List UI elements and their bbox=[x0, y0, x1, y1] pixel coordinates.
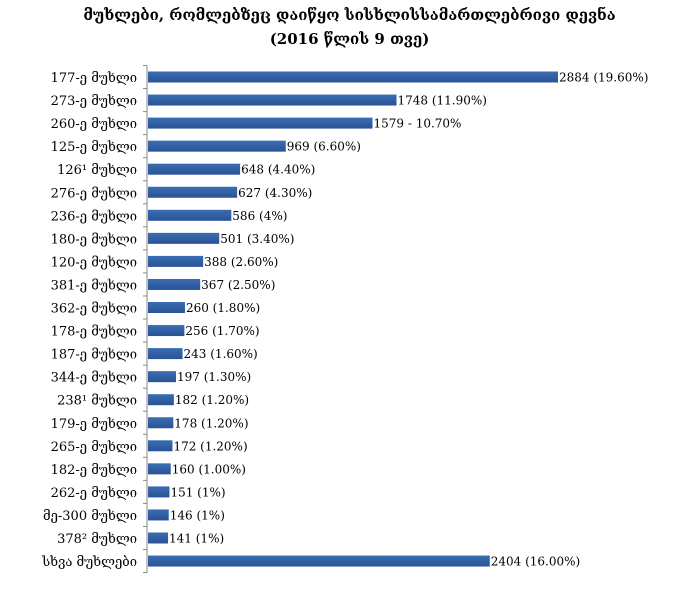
bar bbox=[148, 463, 171, 475]
category-label: 344-ე მუხლი bbox=[51, 371, 137, 386]
bar bbox=[148, 325, 185, 337]
category-label: 273-ე მუხლი bbox=[51, 94, 137, 109]
data-labels: 2884 (19.60%) 1748 (11.90%) 1579 - 10.70% 9… bbox=[169, 71, 648, 569]
category-label: 187-ე მუხლი bbox=[51, 348, 137, 363]
category-label: 179-ე მუხლი bbox=[51, 417, 137, 432]
category-label: 120-ე მუხლი bbox=[51, 255, 137, 270]
data-label: 178 (1.20%) bbox=[174, 416, 248, 430]
category-label: 125-ე მუხლი bbox=[51, 140, 137, 155]
category-label: 238¹ მუხლი bbox=[57, 394, 137, 409]
data-label: 146 (1%) bbox=[170, 508, 225, 522]
bar bbox=[148, 186, 238, 198]
data-label: 627 (4.30%) bbox=[238, 186, 312, 200]
bar bbox=[148, 232, 220, 244]
data-label: 969 (6.60%) bbox=[287, 140, 361, 154]
category-label: 378² მუხლი bbox=[57, 532, 137, 547]
bar bbox=[148, 509, 169, 521]
data-label: 260 (1.80%) bbox=[186, 301, 260, 315]
bar bbox=[148, 209, 232, 221]
bar bbox=[148, 532, 169, 544]
bar bbox=[148, 440, 173, 452]
data-label: 2884 (19.60%) bbox=[559, 71, 648, 85]
category-label: 178-ე მუხლი bbox=[51, 325, 137, 340]
bar bbox=[148, 555, 490, 567]
data-label: 648 (4.40%) bbox=[241, 163, 315, 177]
category-label: 177-ე მუხლი bbox=[51, 71, 137, 86]
category-label: 362-ე მუხლი bbox=[51, 302, 137, 317]
data-label: 2404 (16.00%) bbox=[491, 555, 580, 569]
bar bbox=[148, 348, 183, 360]
data-label: 1748 (11.90%) bbox=[398, 94, 487, 108]
bar bbox=[148, 394, 174, 406]
chart-title: მუხლები, რომლებზეც დაიწყო სისხლისსამართლ… bbox=[83, 6, 616, 24]
bar bbox=[148, 140, 286, 152]
y-axis-ticks bbox=[143, 64, 147, 574]
bar bbox=[148, 371, 177, 383]
category-label: სხვა მუხლები bbox=[41, 555, 137, 570]
bar bbox=[148, 278, 201, 290]
data-label: 172 (1.20%) bbox=[173, 439, 247, 453]
category-label: 126¹ მუხლი bbox=[57, 163, 137, 178]
category-label: 265-ე მუხლი bbox=[51, 440, 137, 455]
bar bbox=[148, 486, 170, 498]
bar bbox=[148, 71, 558, 83]
data-label: 1579 - 10.70% bbox=[373, 117, 461, 131]
category-label: 236-ე მუხლი bbox=[51, 209, 137, 224]
category-label: 182-ე მუხლი bbox=[51, 463, 137, 478]
category-label: 276-ე მუხლი bbox=[51, 186, 137, 201]
category-label: 381-ე მუხლი bbox=[51, 278, 137, 293]
bar bbox=[148, 417, 174, 429]
bar bbox=[148, 302, 185, 313]
data-label: 160 (1.00%) bbox=[172, 462, 246, 476]
data-label: 501 (3.40%) bbox=[220, 232, 294, 246]
data-label: 388 (2.60%) bbox=[204, 255, 278, 269]
data-label: 367 (2.50%) bbox=[201, 278, 275, 292]
data-label: 243 (1.60%) bbox=[184, 347, 258, 361]
category-labels: 177-ე მუხლი 273-ე მუხლი 260-ე მუხლი 125-ე მ… bbox=[41, 71, 137, 570]
category-label: 180-ე მუხლი bbox=[51, 232, 137, 247]
data-label: 197 (1.30%) bbox=[177, 370, 251, 384]
data-label: 151 (1%) bbox=[170, 485, 225, 499]
bars bbox=[148, 71, 558, 567]
chart-subtitle: (2016 წლის 9 თვე) bbox=[269, 30, 430, 48]
bar bbox=[148, 163, 241, 175]
data-label: 586 (4%) bbox=[232, 209, 287, 223]
data-label: 141 (1%) bbox=[169, 532, 224, 546]
data-label: 256 (1.70%) bbox=[185, 324, 259, 338]
bar bbox=[148, 255, 204, 267]
data-label: 182 (1.20%) bbox=[175, 393, 249, 407]
category-label: 260-ე მუხლი bbox=[51, 117, 137, 132]
bar bbox=[148, 117, 373, 129]
category-label: 262-ე მუხლი bbox=[51, 486, 137, 501]
bar bbox=[148, 94, 397, 106]
category-label: მე-300 მუხლი bbox=[43, 509, 137, 524]
